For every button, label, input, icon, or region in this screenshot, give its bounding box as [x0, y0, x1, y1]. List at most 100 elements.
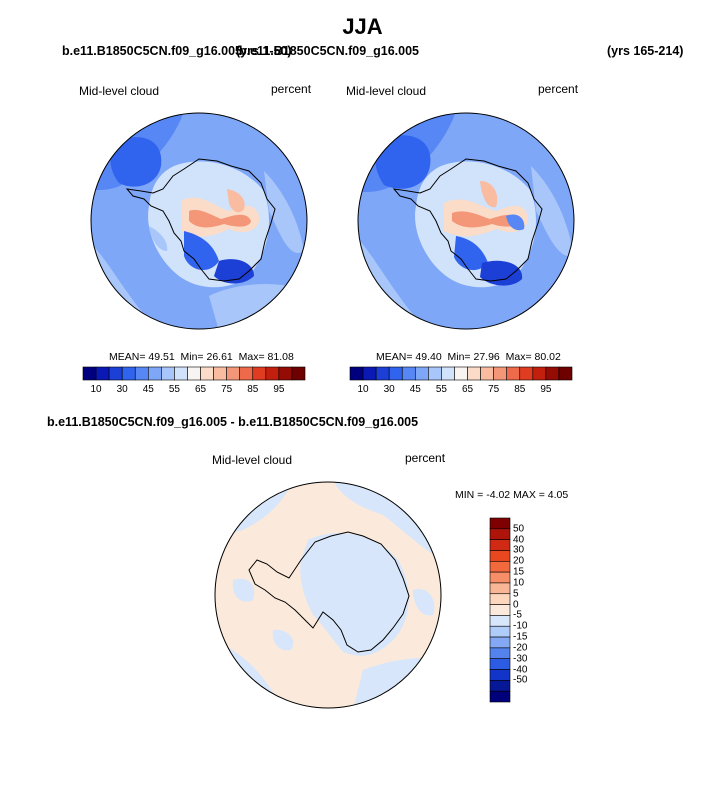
colorbar-swatch — [213, 366, 227, 381]
colorbar-swatch — [174, 366, 188, 381]
colorbar-swatch — [558, 366, 573, 381]
diff-colorbar-swatch — [489, 528, 511, 540]
diff-colorbar-swatch — [489, 690, 511, 703]
colorbar-swatch — [362, 366, 377, 381]
colorbar-swatch — [95, 366, 110, 381]
colorbar-label: 45 — [142, 384, 154, 395]
colorbar-label: 10 — [357, 384, 369, 395]
colorbar-label: 95 — [273, 384, 285, 395]
diff-colorbar-label: 5 — [513, 588, 519, 600]
diff-colorbar-swatch — [489, 604, 511, 616]
diff-colorbar-label: -10 — [513, 620, 528, 632]
colorbar-swatch — [291, 366, 306, 381]
colorbar-swatch — [187, 366, 201, 381]
diff-colorbar-label: -50 — [513, 674, 528, 686]
left-units-label: percent — [271, 82, 312, 96]
colorbar-label: 75 — [221, 384, 233, 395]
colorbar-swatch — [480, 366, 494, 381]
main-title: JJA — [342, 14, 383, 39]
colorbar-label: 95 — [540, 384, 552, 395]
left-mean-label: MEAN= — [109, 351, 146, 363]
colorbar-swatch — [441, 366, 455, 381]
diff-colorbar — [489, 517, 511, 703]
left-max-value: 81.08 — [267, 351, 294, 363]
colorbar-label: 55 — [168, 384, 180, 395]
diff-colorbar-label: 40 — [513, 534, 525, 546]
diff-colorbar-swatch — [489, 680, 511, 692]
diff-colorbar-label: 20 — [513, 555, 525, 567]
right-field-label: Mid-level cloud — [346, 84, 427, 98]
colorbar-swatch — [252, 366, 267, 381]
colorbar-swatch — [278, 366, 293, 381]
right-max-value: 80.02 — [534, 351, 561, 363]
diff-colorbar-swatch — [489, 571, 511, 584]
colorbar-swatch — [506, 366, 521, 381]
colorbar-swatch — [388, 366, 403, 381]
diff-colorbar-swatch — [489, 658, 511, 670]
right-polar-map — [357, 112, 575, 330]
left-polar-map — [90, 112, 308, 330]
colorbar-swatch — [428, 366, 442, 381]
diff-title: b.e11.B1850C5CN.f09_g16.005 - b.e11.B185… — [47, 415, 419, 429]
colorbar-label: 65 — [461, 384, 474, 395]
left-colorbar — [82, 366, 306, 381]
colorbar-swatch — [121, 366, 136, 381]
diff-colorbar-label: 15 — [513, 566, 525, 578]
colorbar-label: 65 — [194, 384, 207, 395]
colorbar-label: 85 — [247, 384, 259, 395]
diff-colorbar-label: 0 — [513, 599, 519, 611]
diff-colorbar-swatch — [489, 560, 511, 573]
diff-colorbar-swatch — [489, 582, 511, 595]
diff-colorbar-label: -40 — [513, 664, 528, 676]
diff-polar-map — [214, 481, 442, 709]
right-min-value: 27.96 — [473, 351, 500, 363]
diff-colorbar-label: -15 — [513, 631, 528, 643]
colorbar-label: 30 — [116, 384, 128, 395]
diff-colorbar-label: 30 — [513, 544, 525, 556]
colorbar-swatch — [161, 366, 175, 381]
colorbar-swatch — [545, 366, 560, 381]
diff-colorbar-swatch — [489, 669, 511, 681]
diff-colorbar-label: 10 — [513, 577, 525, 589]
diff-colorbar-swatch — [489, 625, 511, 638]
left-min-label: Min= — [180, 351, 204, 363]
left-max-label: Max= — [238, 351, 265, 363]
diff-colorbar-swatch — [489, 615, 511, 627]
diff-colorbar-swatch — [489, 539, 511, 551]
diff-colorbar-swatch — [489, 517, 511, 530]
diff-colorbar-swatch — [489, 647, 511, 660]
left-field-label: Mid-level cloud — [79, 84, 160, 98]
left-years-label: (yrs 1-50) — [236, 44, 292, 58]
colorbar-label: 75 — [488, 384, 500, 395]
right-max-label: Max= — [505, 351, 532, 363]
diff-colorbar-swatch — [489, 636, 511, 649]
right-mean-value: 49.40 — [415, 351, 442, 363]
colorbar-swatch — [454, 366, 468, 381]
diff-units-label: percent — [405, 451, 446, 465]
colorbar-swatch — [108, 366, 123, 381]
diff-minmax: MIN = -4.02 MAX = 4.05 — [455, 489, 569, 501]
left-colorbar-labels: 10 30 45 55 65 75 85 95 — [83, 384, 305, 398]
colorbar-swatch — [519, 366, 534, 381]
right-colorbar-labels: 10 30 45 55 65 75 85 95 — [350, 384, 572, 398]
diff-colorbar-label: 50 — [513, 523, 525, 535]
diff-colorbar-label: -5 — [513, 609, 522, 621]
colorbar-swatch — [239, 366, 254, 381]
colorbar-label: 45 — [409, 384, 421, 395]
colorbar-swatch — [401, 366, 416, 381]
left-mean-value: 49.51 — [148, 351, 175, 363]
colorbar-swatch — [82, 366, 97, 381]
colorbar-label: 10 — [90, 384, 102, 395]
diff-colorbar-swatch — [489, 550, 511, 562]
colorbar-swatch — [147, 366, 162, 381]
right-case-title: b.e11.B1850C5CN.f09_g16.005 — [239, 44, 419, 58]
colorbar-swatch — [200, 366, 214, 381]
colorbar-swatch — [532, 366, 547, 381]
diff-colorbar-labels: 50 40 30 20 15 10 5 0 -5 -10 -15 -20 -30 -40 -50 — [513, 518, 543, 702]
left-min-value: 26.61 — [206, 351, 233, 363]
colorbar-swatch — [414, 366, 429, 381]
colorbar-swatch — [467, 366, 481, 381]
right-years-label: (yrs 165-214) — [607, 44, 684, 58]
right-mean-label: MEAN= — [376, 351, 413, 363]
left-stats: MEAN= 49.51 Min= 26.61 Max= 81.08 — [109, 351, 294, 363]
